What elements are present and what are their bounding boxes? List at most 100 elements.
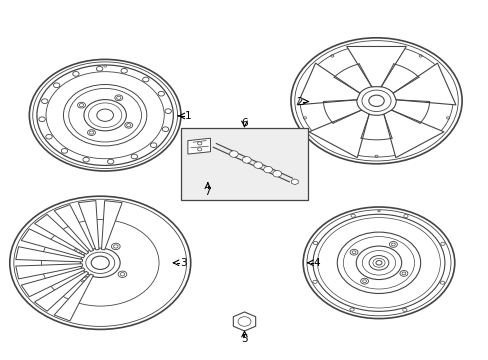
Circle shape [446,117,449,119]
Circle shape [126,124,131,127]
Circle shape [107,159,114,164]
Polygon shape [392,63,455,105]
Circle shape [97,109,113,121]
Circle shape [41,99,48,104]
Circle shape [197,148,202,151]
Circle shape [354,116,362,121]
Circle shape [400,91,408,97]
Circle shape [368,256,388,270]
Circle shape [111,243,120,249]
Circle shape [356,117,360,120]
Text: 1: 1 [184,111,191,121]
Circle shape [439,281,444,284]
Circle shape [142,77,149,82]
Text: 4: 4 [313,258,320,268]
Circle shape [345,93,349,95]
Text: 5: 5 [241,334,247,345]
Circle shape [344,91,351,97]
Circle shape [158,91,164,96]
Polygon shape [21,268,85,297]
Circle shape [39,117,45,122]
Circle shape [74,248,82,255]
Circle shape [374,77,378,80]
Circle shape [403,215,407,218]
Circle shape [89,131,93,134]
Polygon shape [78,201,99,250]
Circle shape [399,270,407,276]
Circle shape [117,96,121,99]
Circle shape [375,261,381,265]
Circle shape [402,308,406,311]
Polygon shape [102,201,122,250]
Circle shape [96,67,102,71]
Circle shape [377,210,379,212]
Circle shape [391,243,394,246]
Polygon shape [21,229,85,258]
Circle shape [350,214,355,217]
Circle shape [113,245,118,248]
Circle shape [120,273,124,276]
Circle shape [83,157,89,162]
Circle shape [87,130,95,135]
Circle shape [118,271,126,278]
Polygon shape [35,271,88,311]
Circle shape [73,72,79,76]
Circle shape [61,149,67,153]
Polygon shape [35,215,88,254]
Circle shape [121,68,127,73]
Polygon shape [291,179,298,185]
Polygon shape [187,138,210,154]
Polygon shape [308,110,368,158]
Circle shape [389,116,397,121]
Text: 7: 7 [204,187,211,197]
Circle shape [53,83,60,87]
Circle shape [401,272,405,275]
Circle shape [91,256,109,269]
Circle shape [440,242,444,246]
Polygon shape [16,264,82,279]
Polygon shape [54,205,93,252]
Circle shape [388,242,397,247]
Circle shape [76,250,80,253]
Circle shape [351,251,355,253]
Polygon shape [54,274,93,321]
Circle shape [79,104,83,107]
Circle shape [349,249,357,255]
Text: 3: 3 [180,258,186,268]
Polygon shape [16,247,82,262]
Circle shape [391,117,395,120]
Circle shape [115,95,122,101]
Circle shape [372,258,384,267]
Circle shape [80,276,89,282]
Circle shape [313,242,317,244]
Polygon shape [297,63,359,105]
Text: 6: 6 [241,118,247,128]
Circle shape [82,278,87,281]
Polygon shape [346,46,406,87]
Bar [181,128,307,200]
Circle shape [46,134,52,139]
Circle shape [303,117,306,119]
Circle shape [242,157,251,163]
Circle shape [124,122,132,128]
Circle shape [418,55,422,57]
Circle shape [368,95,384,107]
Circle shape [372,76,380,82]
Circle shape [197,142,202,145]
Circle shape [78,102,85,108]
Text: 2: 2 [295,96,302,107]
Circle shape [263,166,272,173]
Circle shape [253,162,262,168]
Circle shape [131,154,137,159]
Circle shape [162,127,168,131]
Circle shape [150,143,157,148]
Circle shape [362,280,366,283]
Circle shape [374,155,377,157]
Circle shape [330,55,333,57]
Circle shape [402,93,407,95]
Polygon shape [233,312,255,331]
Circle shape [272,171,281,177]
Circle shape [229,151,238,157]
Circle shape [164,109,171,113]
Circle shape [360,278,368,284]
